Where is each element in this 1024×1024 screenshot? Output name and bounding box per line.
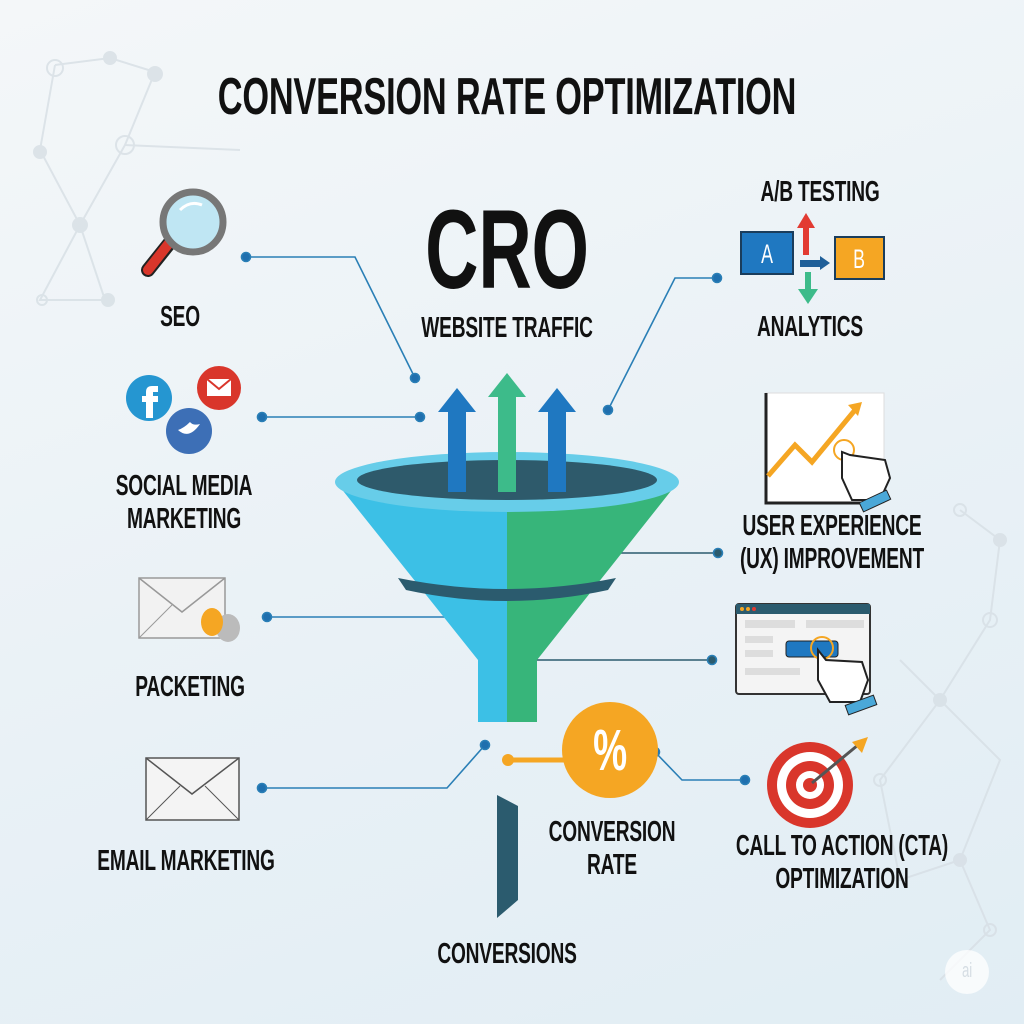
main-title: CONVERSION RATE OPTIMIZATION: [217, 68, 797, 126]
conversion-rate-label-line2: RATE: [587, 849, 637, 882]
social-media-label-line2: MARKETING: [126, 503, 242, 536]
ab-test-icon: [740, 213, 885, 304]
conversion-rate-label-line1: CONVERSION: [548, 816, 676, 848]
funnel: [335, 452, 679, 722]
network-decoration: [33, 51, 1007, 981]
conversions-bar: [497, 795, 518, 918]
ai-watermark: [945, 950, 989, 994]
percent-icon: %: [593, 718, 627, 783]
seo-label: SEO: [160, 301, 200, 333]
arrow-up-icon: [438, 388, 476, 492]
ux-label-line1: USER EXPERIENCE: [742, 510, 922, 542]
connector-seo: [246, 256, 416, 379]
browser-click-icon: [735, 603, 878, 716]
ux-label: USER EXPERIENCE (UX) IMPROVEMENT: [740, 510, 924, 577]
traffic-arrows: [438, 373, 576, 492]
ai-watermark-text: ai: [962, 960, 972, 982]
social-media-label-line1: SOCIAL MEDIA: [115, 470, 253, 502]
connector-email: [262, 744, 486, 789]
cta-label-line1: CALL TO ACTION (CTA): [735, 830, 949, 862]
cro-heading: CRO: [425, 187, 589, 312]
packeting-label: PACKETING: [135, 671, 245, 703]
connector-analytics: [607, 277, 717, 411]
conversion-rate-circle: [562, 702, 658, 798]
ab-box-b: B: [853, 244, 865, 274]
website-traffic-label: WEBSITE TRAFFIC: [421, 312, 593, 344]
ux-label-line2: (UX) IMPROVEMENT: [740, 543, 924, 576]
envelope-icon: [145, 757, 240, 821]
magnifier-icon: [141, 188, 227, 277]
ab-testing-label: A/B TESTING: [760, 176, 880, 208]
social-media-icons: [126, 366, 241, 454]
target-icon: [767, 737, 868, 828]
growth-chart-hand-icon: [764, 392, 892, 513]
envelope-chat-icon: [138, 577, 240, 642]
cta-label-line2: OPTIMIZATION: [775, 863, 909, 896]
connector-cta: [654, 751, 745, 781]
social-media-label: SOCIAL MEDIA MARKETING: [116, 470, 253, 537]
conversion-rate-label: CONVERSION RATE: [549, 816, 676, 883]
email-marketing-label: EMAIL MARKETING: [97, 845, 275, 877]
arrow-up-icon: [488, 373, 526, 492]
conversions-label: CONVERSIONS: [437, 938, 577, 970]
ab-box-a: A: [761, 239, 773, 269]
cta-label: CALL TO ACTION (CTA) OPTIMIZATION: [736, 830, 948, 897]
arrow-up-icon: [538, 388, 576, 492]
analytics-label: ANALYTICS: [757, 311, 863, 343]
